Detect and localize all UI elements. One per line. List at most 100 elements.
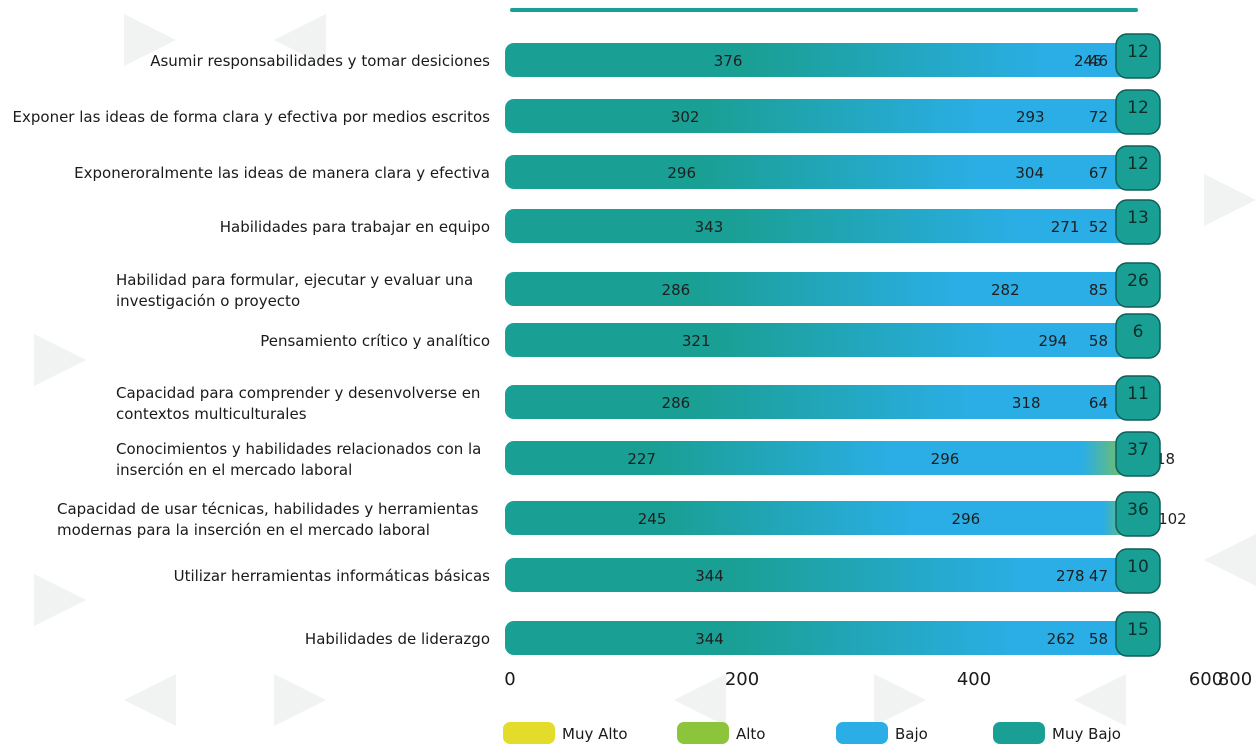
value-label-muy-bajo: 343 [695, 218, 724, 236]
category-label: Utilizar herramientas informáticas básic… [174, 567, 491, 585]
value-label-alto: 72 [1089, 108, 1108, 126]
bar-track [505, 441, 1138, 475]
legend: Muy Alto Alto Bajo Muy Bajo [503, 722, 1121, 744]
value-label-muy-bajo: 227 [627, 450, 656, 468]
value-label-muy-bajo: 302 [671, 108, 700, 126]
background-triangle [674, 674, 726, 726]
background-triangle [1204, 174, 1256, 226]
category-label: Habilidades para trabajar en equipo [220, 218, 490, 236]
value-label-bajo: 245 [1074, 52, 1103, 70]
background-triangle [34, 574, 86, 626]
legend-label: Bajo [895, 725, 928, 743]
background-triangle [1074, 674, 1126, 726]
bar-segment-alto [1222, 209, 1260, 243]
category-label: Exponeroralmente las ideas de manera cla… [74, 164, 490, 182]
value-label-muy-alto: 26 [1127, 271, 1149, 291]
value-label-bajo: 293 [1016, 108, 1045, 126]
value-label-muy-bajo: 344 [695, 630, 724, 648]
x-tick-label: 800 [1218, 669, 1252, 690]
value-label-bajo: 278 [1056, 567, 1085, 585]
bar-track [505, 272, 1138, 306]
legend-swatch [836, 722, 888, 744]
value-label-bajo: 318 [1012, 394, 1041, 412]
value-label-muy-alto: 13 [1127, 208, 1149, 228]
bar-segment-alto [1169, 272, 1260, 306]
value-label-muy-alto: 12 [1127, 154, 1149, 174]
background-triangle [874, 674, 926, 726]
bar-segment-alto [1232, 558, 1260, 592]
value-label-alto: 52 [1089, 218, 1108, 236]
x-tick-label: 600 [1189, 669, 1223, 690]
value-label-alto: 64 [1089, 394, 1108, 412]
value-label-muy-bajo: 286 [662, 394, 691, 412]
category-label: Capacidad de usar técnicas, habilidades … [57, 500, 479, 539]
bar-track [505, 43, 1138, 77]
background-triangle [274, 14, 326, 66]
value-label-bajo: 304 [1015, 164, 1044, 182]
category-label: Conocimientos y habilidades relacionados… [116, 440, 481, 479]
value-label-bajo: 271 [1051, 218, 1080, 236]
value-label-muy-alto: 36 [1127, 500, 1149, 520]
bar-track [505, 209, 1138, 243]
value-label-alto: 85 [1089, 281, 1108, 299]
value-label-bajo: 296 [931, 450, 960, 468]
muy-alto-pill [1115, 548, 1161, 594]
bar-segment-alto [1223, 323, 1260, 357]
value-label-alto: 58 [1089, 630, 1108, 648]
background-triangle [124, 674, 176, 726]
muy-alto-pill [1115, 491, 1161, 537]
value-label-bajo: 262 [1047, 630, 1076, 648]
legend-swatch [993, 722, 1045, 744]
value-label-alto: 46 [1089, 52, 1108, 70]
muy-alto-pill [1115, 375, 1161, 421]
bar-track [505, 99, 1138, 133]
background-triangle [34, 334, 86, 386]
bar-track [505, 558, 1138, 592]
muy-alto-pill [1115, 611, 1161, 657]
background-triangle [1204, 534, 1256, 586]
muy-alto-pill [1115, 431, 1161, 477]
value-label-muy-alto: 37 [1127, 440, 1149, 460]
bar-segment-alto [1206, 155, 1260, 189]
x-tick-label: 200 [725, 669, 759, 690]
partial-bar-top [510, 8, 1138, 12]
background-triangle [124, 14, 176, 66]
value-label-alto: 47 [1089, 567, 1108, 585]
category-label: Habilidades de liderazgo [305, 630, 490, 648]
category-label: Pensamiento crítico y analítico [260, 332, 490, 350]
bar-segment-alto [1200, 99, 1260, 133]
value-label-muy-bajo: 321 [682, 332, 711, 350]
x-tick-label: 0 [504, 669, 515, 690]
value-label-muy-alto: 12 [1127, 42, 1149, 62]
value-label-muy-bajo: 344 [695, 567, 724, 585]
value-label-muy-bajo: 296 [667, 164, 696, 182]
bar-track [505, 323, 1138, 357]
muy-alto-pill [1115, 313, 1161, 359]
category-label: Capacidad para comprender y desenvolvers… [116, 384, 480, 423]
x-tick-label: 400 [957, 669, 991, 690]
legend-swatch [677, 722, 729, 744]
bar-track [505, 621, 1138, 655]
category-label: Exponer las ideas de forma clara y efect… [13, 108, 491, 126]
value-label-muy-alto: 15 [1127, 620, 1149, 640]
legend-label: Muy Alto [562, 725, 628, 743]
legend-swatch [503, 722, 555, 744]
bar-track [505, 501, 1138, 535]
value-label-muy-bajo: 245 [638, 510, 667, 528]
value-label-alto: 102 [1158, 510, 1187, 528]
bar-track [505, 155, 1138, 189]
value-label-muy-alto: 10 [1127, 557, 1149, 577]
bar-segment-alto [1211, 385, 1260, 419]
muy-alto-pill [1115, 33, 1161, 79]
value-label-alto: 67 [1089, 164, 1108, 182]
value-label-bajo: 294 [1039, 332, 1068, 350]
category-label: Asumir responsabilidades y tomar desicio… [150, 52, 490, 70]
value-label-bajo: 296 [952, 510, 981, 528]
category-label: Habilidad para formular, ejecutar y eval… [116, 271, 473, 310]
muy-alto-pill [1115, 262, 1161, 308]
value-label-muy-bajo: 376 [714, 52, 743, 70]
legend-label: Muy Bajo [1052, 725, 1121, 743]
